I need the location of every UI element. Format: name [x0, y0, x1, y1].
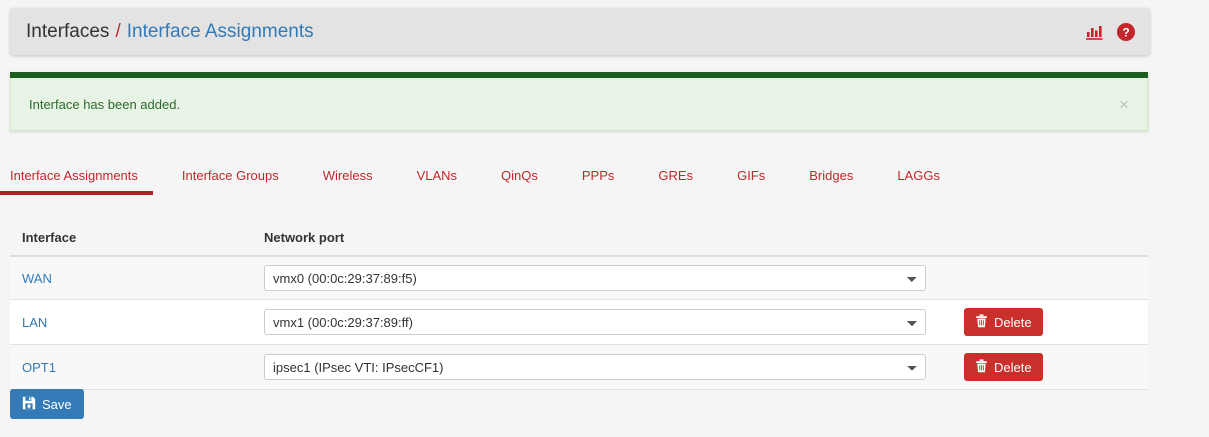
- cell-interface: OPT1: [10, 344, 252, 390]
- cell-interface: WAN: [10, 256, 252, 300]
- svg-text:?: ?: [1122, 25, 1129, 39]
- tab-vlans[interactable]: VLANs: [416, 168, 458, 183]
- cell-actions: Delete: [952, 299, 1148, 345]
- tab-wireless[interactable]: Wireless: [322, 168, 373, 183]
- alert-close-icon[interactable]: ×: [1115, 94, 1133, 115]
- page-header-panel: Interfaces / Interface Assignments ?: [10, 8, 1150, 55]
- cell-network-port: vmx0 (00:0c:29:37:89:f5): [252, 256, 952, 300]
- column-header-network-port: Network port: [252, 222, 952, 257]
- delete-button-label: Delete: [994, 359, 1032, 375]
- tab-interface-groups[interactable]: Interface Groups: [181, 168, 279, 183]
- save-button[interactable]: Save: [10, 389, 84, 419]
- breadcrumb-root: Interfaces: [26, 20, 110, 42]
- cell-actions: [952, 256, 1148, 300]
- cell-network-port: vmx1 (00:0c:29:37:89:ff): [252, 299, 952, 345]
- form-actions: Save: [10, 389, 84, 419]
- cell-network-port: ipsec1 (IPsec VTI: IPsecCF1): [252, 344, 952, 390]
- interface-link-wan[interactable]: WAN: [22, 270, 52, 286]
- table-head: Interface Network port: [10, 222, 1148, 257]
- table-row: LAN vmx1 (00:0c:29:37:89:ff): [10, 299, 1148, 345]
- tab-ppps[interactable]: PPPs: [581, 168, 615, 183]
- network-port-select-wan[interactable]: vmx0 (00:0c:29:37:89:f5): [264, 265, 926, 291]
- alert-message: Interface has been added.: [29, 96, 181, 112]
- table-header-row: Interface Network port: [10, 222, 1148, 257]
- interface-link-opt1[interactable]: OPT1: [22, 359, 56, 375]
- tab-qinqs[interactable]: QinQs: [501, 168, 538, 183]
- interface-link-lan[interactable]: LAN: [22, 314, 48, 330]
- tab-interface-assignments[interactable]: Interface Assignments: [0, 162, 153, 195]
- header-icon-group: ?: [1084, 22, 1136, 42]
- trash-icon: [975, 314, 988, 330]
- tab-gres[interactable]: GREs: [658, 168, 694, 183]
- tab-gifs[interactable]: GIFs: [737, 168, 766, 183]
- help-icon[interactable]: ?: [1116, 22, 1136, 42]
- network-port-select-lan[interactable]: vmx1 (00:0c:29:37:89:ff): [264, 309, 926, 335]
- column-header-actions: [952, 222, 1148, 257]
- cell-interface: LAN: [10, 299, 252, 345]
- network-port-select-opt1[interactable]: ipsec1 (IPsec VTI: IPsecCF1): [264, 354, 926, 380]
- tab-laggs[interactable]: LAGGs: [897, 168, 940, 183]
- statistics-icon[interactable]: [1084, 22, 1104, 42]
- table-row: OPT1 ipsec1 (IPsec VTI: IPsecCF1): [10, 344, 1148, 390]
- alert-body: Interface has been added. ×: [10, 78, 1148, 131]
- success-alert: Interface has been added. ×: [10, 72, 1148, 131]
- interface-assignments-table-wrapper: Interface Network port WAN vmx0 (00:0c:2…: [10, 222, 1148, 390]
- breadcrumb-separator: /: [115, 20, 121, 42]
- delete-button-opt1[interactable]: Delete: [964, 353, 1043, 381]
- save-button-label: Save: [42, 396, 72, 412]
- breadcrumb: Interfaces / Interface Assignments: [26, 21, 314, 43]
- alert-top-bar: [10, 72, 1148, 78]
- table-body: WAN vmx0 (00:0c:29:37:89:f5) LAN vmx1 (0…: [10, 256, 1148, 390]
- tab-bar: Interface Assignments Interface Groups W…: [0, 162, 1148, 195]
- table-row: WAN vmx0 (00:0c:29:37:89:f5): [10, 256, 1148, 300]
- breadcrumb-current[interactable]: Interface Assignments: [126, 20, 314, 42]
- cell-actions: Delete: [952, 344, 1148, 390]
- column-header-interface: Interface: [10, 222, 252, 257]
- interface-assignments-table: Interface Network port WAN vmx0 (00:0c:2…: [10, 222, 1148, 390]
- delete-button-lan[interactable]: Delete: [964, 308, 1043, 336]
- delete-button-label: Delete: [994, 314, 1032, 330]
- trash-icon: [975, 359, 988, 375]
- save-disk-icon: [22, 396, 36, 412]
- tab-bridges[interactable]: Bridges: [809, 168, 854, 183]
